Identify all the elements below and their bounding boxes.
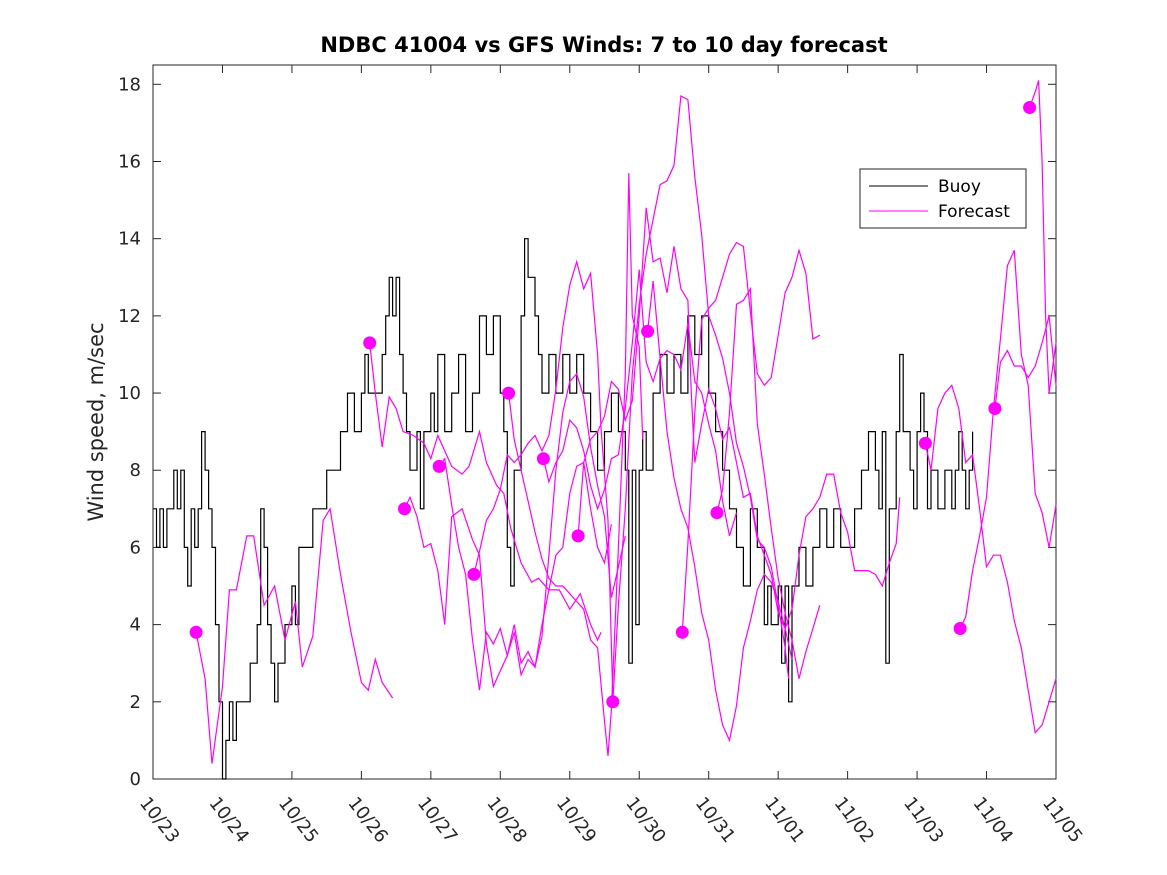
y-axis: 0 2 4 6 8 10 12 14 16 18 [118,74,1056,790]
forecast-series-line-12 [716,286,821,679]
y-tick-label: 12 [118,306,141,327]
forecast-start-marker-4 [432,459,446,473]
y-tick-label: 6 [130,537,141,558]
buoy-series-line [153,238,974,780]
forecast-series-line-16 [1029,80,1057,394]
chart-title: NDBC 41004 vs GFS Winds: 7 to 10 day for… [320,33,887,57]
y-tick-label: 16 [118,151,141,172]
y-tick-label: 14 [118,229,141,250]
series-layer [153,80,1057,780]
legend-box [859,168,1027,229]
y-tick-label: 8 [130,460,141,481]
legend-forecast-label: Forecast [938,202,1010,222]
y-tick-label: 18 [118,74,141,95]
forecast-start-marker-12 [710,506,724,520]
y-tick-label: 4 [130,615,141,636]
forecast-start-marker-11 [675,625,689,639]
forecast-start-marker-15 [988,402,1002,415]
forecast-series-line-9 [612,94,790,702]
forecast-start-marker-7 [536,452,550,466]
y-tick-label: 10 [118,383,141,404]
forecast-start-marker-8 [571,529,585,543]
y-axis-label: Wind speed, m/sec [84,322,108,521]
forecast-series-line-2 [369,342,602,642]
forecast-series-line-11 [681,241,821,633]
forecast-start-marker-9 [606,695,620,709]
forecast-series-line-7 [542,269,738,537]
forecast-start-marker-5 [467,567,481,581]
forecast-series-line-8 [577,207,793,660]
forecast-series-line-3 [403,461,612,689]
legend-buoy-label: Buoy [938,177,981,197]
forecast-start-marker-3 [398,502,411,516]
forecast-start-marker-1 [189,625,203,639]
forecast-series-line-14 [959,250,1057,629]
forecast-series-line-15 [994,315,1057,409]
forecast-start-markers [189,101,1037,709]
forecast-start-marker-6 [502,386,516,400]
forecast-start-marker-16 [1023,101,1037,114]
y-tick-label: 2 [130,692,141,713]
forecast-start-marker-14 [953,622,967,635]
forecast-series-line-13 [924,384,1057,735]
forecast-start-marker-13 [918,436,932,450]
forecast-series-line-4 [438,372,626,691]
forecast-start-marker-10 [641,324,655,338]
forecast-series-line-10 [647,281,901,743]
y-tick-label: 0 [130,769,141,790]
forecast-series-line-1 [195,507,394,764]
forecast-series-line-5 [473,259,614,699]
legend: Buoy Forecast [859,168,1027,229]
forecast-series-line-6 [508,173,644,756]
forecast-start-marker-2 [363,336,377,350]
